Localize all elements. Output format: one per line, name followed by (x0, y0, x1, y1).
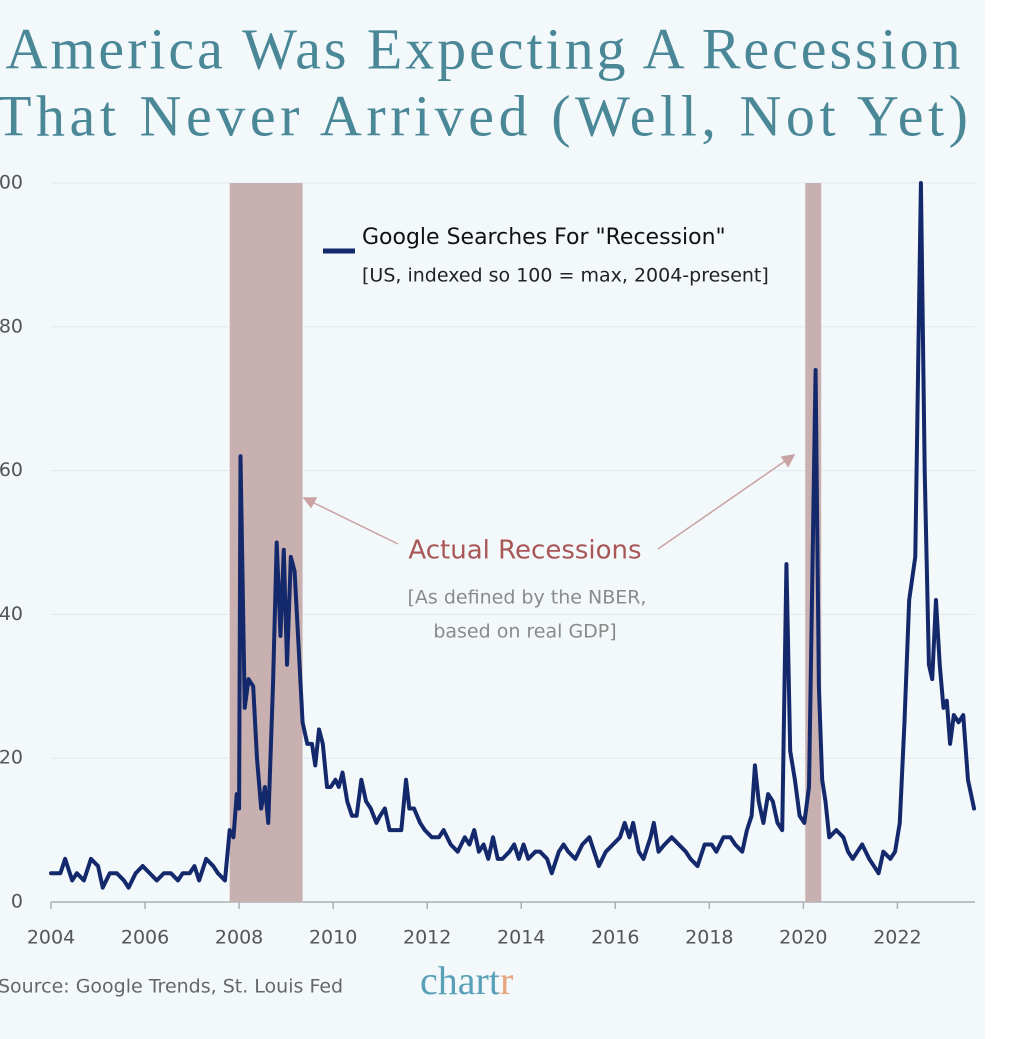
annotation-note: [As defined by the NBER, (408, 587, 647, 609)
arrow (309, 500, 399, 545)
y-tick-label: 60 (0, 459, 23, 481)
x-tick-label: 2012 (403, 927, 451, 949)
y-tick-label: 20 (0, 747, 23, 769)
series-line (49, 181, 977, 890)
x-tick-label: 2004 (27, 927, 75, 949)
x-tick-label: 2006 (121, 927, 169, 949)
edge (985, 0, 1025, 1039)
legend-label: Google Searches For "Recession" (362, 225, 726, 250)
annotation-arrows (302, 454, 796, 550)
x-tick-label: 2010 (309, 927, 357, 949)
chart-title: America Was Expecting A Recession (6, 16, 961, 81)
logo: chartr (420, 958, 513, 1003)
chart-title: That Never Arrived (Well, Not Yet) (0, 83, 968, 148)
y-tick-label: 80 (0, 315, 23, 337)
source: Source: Google Trends, St. Louis Fed (0, 976, 343, 998)
arrowhead (780, 454, 796, 468)
legend-note: [US, indexed so 100 = max, 2004-present] (362, 265, 769, 287)
annotation-note: based on real GDP] (433, 621, 616, 643)
x-tick-label: 2020 (779, 927, 827, 949)
annotation-label: Actual Recessions (408, 536, 641, 566)
x-tick-label: 2014 (497, 927, 545, 949)
x-tick-label: 2008 (215, 927, 263, 949)
arrowhead (302, 497, 318, 509)
y-tick-label: 0 (11, 891, 23, 913)
x-tick-label: 2022 (873, 927, 921, 949)
y-tick-label: 100 (0, 172, 23, 194)
arrow (657, 458, 789, 550)
x-tick-label: 2016 (591, 927, 639, 949)
x-tick-label: 2018 (685, 927, 733, 949)
y-tick-label: 40 (0, 603, 23, 625)
